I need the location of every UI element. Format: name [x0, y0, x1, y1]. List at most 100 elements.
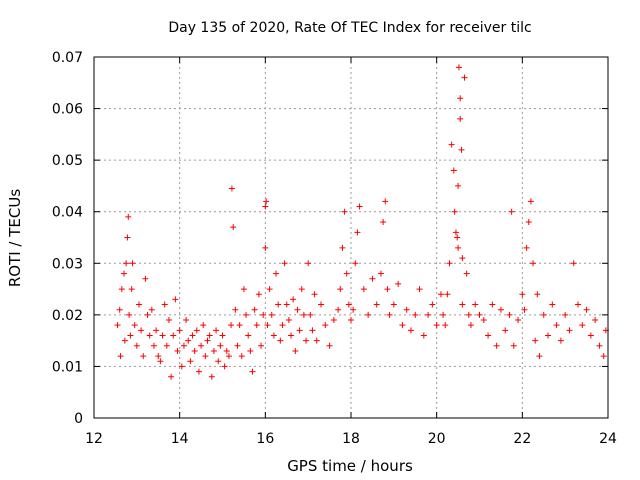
axis-ticks — [93, 56, 609, 419]
x-tick-label: 22 — [513, 431, 531, 447]
data-point — [337, 286, 344, 293]
data-point — [117, 353, 124, 360]
y-tick-label: 0 — [74, 411, 83, 427]
data-point — [133, 342, 140, 349]
data-point — [131, 322, 138, 329]
data-point — [455, 64, 462, 71]
data-point — [360, 286, 367, 293]
data-point — [309, 327, 316, 334]
data-point — [219, 332, 226, 339]
data-point — [545, 332, 552, 339]
data-point — [305, 260, 312, 267]
data-point — [264, 322, 271, 329]
data-point — [583, 306, 590, 313]
data-point — [384, 286, 391, 293]
data-point — [195, 368, 202, 375]
y-tick-label: 0.05 — [52, 153, 83, 169]
data-point — [258, 342, 265, 349]
data-point — [185, 337, 192, 344]
data-point — [161, 301, 168, 308]
chart-title: Day 135 of 2020, Rate Of TEC Index for r… — [168, 20, 531, 36]
data-point — [292, 347, 299, 354]
data-point — [191, 347, 198, 354]
data-point — [125, 213, 132, 220]
data-point — [472, 301, 479, 308]
y-tick-label: 0.01 — [52, 359, 83, 375]
data-point — [356, 203, 363, 210]
data-point — [318, 301, 325, 308]
data-point — [121, 337, 128, 344]
data-point — [530, 260, 537, 267]
data-point — [440, 311, 447, 318]
data-point — [273, 270, 280, 277]
data-point — [326, 342, 333, 349]
data-point — [255, 291, 262, 298]
data-point — [348, 317, 354, 324]
data-point — [290, 296, 297, 303]
data-point — [120, 270, 127, 277]
data-point — [142, 275, 149, 282]
data-point — [390, 301, 397, 308]
data-point — [562, 311, 569, 318]
data-point — [281, 260, 288, 267]
y-tick-label: 0.03 — [52, 256, 83, 272]
data-point — [350, 306, 357, 313]
data-point — [294, 306, 301, 313]
data-point — [225, 353, 232, 360]
data-point — [270, 332, 277, 339]
data-point — [148, 306, 155, 313]
data-point — [506, 311, 513, 318]
data-point — [180, 342, 187, 349]
data-point — [123, 260, 130, 267]
data-point — [429, 301, 436, 308]
data-point — [118, 286, 125, 293]
data-point — [208, 373, 215, 380]
data-point — [534, 291, 541, 298]
data-point — [251, 306, 258, 313]
y-tick-labels: 0 0.01 0.02 0.03 0.04 0.05 0.06 0.07 — [52, 50, 83, 427]
data-point — [249, 368, 256, 375]
data-point — [566, 327, 573, 334]
data-point — [525, 219, 532, 226]
data-point — [187, 358, 194, 365]
data-point — [163, 342, 170, 349]
data-point — [467, 322, 474, 329]
data-point — [202, 353, 209, 360]
data-point — [452, 229, 459, 236]
data-point — [204, 337, 211, 344]
data-point — [157, 358, 164, 365]
data-point — [570, 260, 577, 267]
x-tick-label: 20 — [428, 431, 446, 447]
data-point — [303, 337, 310, 344]
data-point — [579, 322, 586, 329]
data-point — [521, 306, 528, 313]
data-point — [234, 342, 241, 349]
data-point — [277, 337, 284, 344]
data-point — [455, 182, 462, 189]
data-point — [200, 322, 207, 329]
data-point — [138, 327, 145, 334]
data-point — [485, 332, 492, 339]
data-point — [455, 244, 462, 251]
data-point — [245, 332, 252, 339]
data-point — [307, 311, 314, 318]
data-point — [155, 353, 162, 360]
data-point — [386, 311, 393, 318]
data-point — [587, 332, 594, 339]
x-tick-labels: 12 14 16 18 20 22 24 — [85, 431, 617, 447]
data-point — [446, 260, 453, 267]
data-point — [178, 363, 185, 370]
data-point — [527, 198, 534, 205]
data-point — [236, 322, 243, 329]
data-point — [476, 311, 483, 318]
data-point — [354, 229, 361, 236]
data-point — [128, 286, 135, 293]
data-point — [159, 332, 166, 339]
data-point — [596, 342, 603, 349]
data-point — [459, 255, 466, 262]
data-point — [127, 332, 134, 339]
data-point — [165, 317, 172, 324]
data-point — [510, 342, 517, 349]
data-point — [352, 260, 359, 267]
